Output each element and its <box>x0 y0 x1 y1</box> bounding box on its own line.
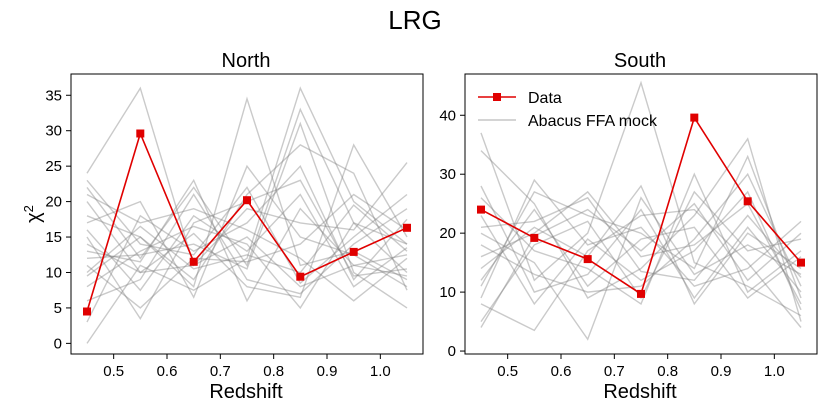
south-mock-line-9 <box>480 190 802 311</box>
south-data-point-1 <box>477 205 485 214</box>
north-y-tick-label-6: 25 <box>45 158 62 175</box>
figure-title: LRG <box>388 5 441 35</box>
south-y-tick-label-3: 20 <box>439 225 456 242</box>
south-mock-line-13 <box>480 172 802 305</box>
north-x-tick-label-5: 0.9 <box>317 363 338 380</box>
north-x-tick-label-3: 0.7 <box>210 363 231 380</box>
south-data-point-3 <box>583 255 592 264</box>
north-mock-line-6 <box>86 164 408 323</box>
north-data-point-6 <box>349 247 358 256</box>
north-data-point-7 <box>403 223 411 232</box>
south-data-point-2 <box>530 233 539 242</box>
south-mock-line-16 <box>480 196 802 282</box>
north-axes-frame <box>70 73 424 355</box>
south-mock-line-6 <box>480 190 802 322</box>
south-data-point-5 <box>690 113 699 122</box>
north-x-label: Redshift <box>209 381 283 403</box>
south-mock-line-10 <box>480 184 802 306</box>
south-y-tick-label-5: 40 <box>439 107 456 124</box>
south-y-ticks: 0 10 20 30 40 <box>439 107 465 360</box>
south-y-tick-label-2: 10 <box>439 284 456 301</box>
north-mock-line-7 <box>86 193 408 309</box>
south-data-point-7 <box>797 258 805 267</box>
south-data-point-6 <box>743 197 752 206</box>
south-mock-lines <box>480 80 802 341</box>
north-mock-line-2 <box>86 86 408 288</box>
south-mock-line-2 <box>480 137 802 322</box>
north-mock-line-11 <box>86 178 408 303</box>
south-mock-line-1 <box>480 80 802 317</box>
south-x-tick-label-1: 0.5 <box>497 363 518 380</box>
south-y-tick-label-4: 30 <box>439 166 456 183</box>
north-y-tick-label-3: 10 <box>45 264 62 281</box>
north-x-tick-label-6: 1.0 <box>370 363 391 380</box>
south-mock-line-3 <box>480 178 802 299</box>
north-data-point-3 <box>189 257 198 266</box>
south-title: South <box>614 50 666 72</box>
south-mock-line-8 <box>480 208 802 299</box>
north-mock-line-10 <box>86 193 408 292</box>
legend-data-label: Data <box>528 90 562 107</box>
north-y-label-base: χ <box>23 212 45 223</box>
north-mock-line-12 <box>86 144 408 291</box>
south-data-point-4 <box>637 289 645 298</box>
north-x-tick-label-1: 0.5 <box>103 363 124 380</box>
south-x-tick-label-2: 0.6 <box>551 363 572 380</box>
north-data-point-1 <box>83 307 91 316</box>
legend-mock-label: Abacus FFA mock <box>528 113 658 130</box>
south-x-tick-label-5: 0.9 <box>711 363 732 380</box>
south-x-ticks: 0.5 0.6 0.7 0.8 0.9 1.0 <box>497 354 785 380</box>
south-data-series <box>477 113 805 298</box>
north-mock-line-1 <box>86 86 408 344</box>
south-axes-frame <box>464 73 818 355</box>
north-y-label-sup: 2 <box>21 205 36 212</box>
north-mock-line-16 <box>86 121 408 309</box>
north-x-tick-label-4: 0.8 <box>263 363 284 380</box>
south-x-label: Redshift <box>603 381 677 403</box>
north-y-tick-label-1: 0 <box>54 335 62 352</box>
legend: Data Abacus FFA mock <box>478 90 658 130</box>
panel-south: South 0.5 0.6 0.7 0.8 0.9 1.0 0 10 20 30 40 Redsh… <box>439 50 818 403</box>
south-x-tick-label-4: 0.8 <box>657 363 678 380</box>
north-y-tick-label-5: 20 <box>45 194 62 211</box>
south-mock-line-12 <box>480 172 802 293</box>
south-mock-line-7 <box>480 185 802 300</box>
north-mock-line-5 <box>86 143 408 299</box>
north-data-point-2 <box>136 129 145 138</box>
north-y-tick-label-2: 5 <box>54 300 62 317</box>
north-mock-lines <box>86 86 408 344</box>
north-title: North <box>222 50 271 72</box>
north-y-label: χ2 <box>21 205 46 223</box>
south-x-tick-label-6: 1.0 <box>764 363 785 380</box>
south-x-tick-label-3: 0.7 <box>604 363 625 380</box>
north-mock-line-19 <box>86 179 408 285</box>
north-y-tick-label-8: 35 <box>45 87 62 104</box>
north-x-ticks: 0.5 0.6 0.7 0.8 0.9 1.0 <box>103 354 391 380</box>
north-mock-line-17 <box>86 204 408 274</box>
south-mock-line-14 <box>480 154 802 299</box>
north-data-point-5 <box>296 272 305 281</box>
north-mock-line-14 <box>86 193 408 302</box>
panel-north: North 0.5 0.6 0.7 0.8 0.9 1.0 05101520253035 … <box>21 50 424 403</box>
north-data-point-4 <box>243 196 251 205</box>
north-mock-line-13 <box>86 193 408 302</box>
north-y-tick-label-4: 15 <box>45 229 62 246</box>
north-mock-line-9 <box>86 222 408 310</box>
north-mock-line-8 <box>86 162 408 274</box>
north-x-tick-label-2: 0.6 <box>157 363 178 380</box>
south-y-tick-label-1: 0 <box>448 343 456 360</box>
north-y-tick-label-7: 30 <box>45 123 62 140</box>
south-mock-line-15 <box>480 208 802 332</box>
legend-data-marker <box>493 93 501 101</box>
north-data-series <box>83 129 411 316</box>
north-y-ticks: 0 5 10 15 20 25 30 35 <box>45 87 71 352</box>
south-mock-line-5 <box>480 196 802 341</box>
north-mock-line-4 <box>86 107 408 274</box>
